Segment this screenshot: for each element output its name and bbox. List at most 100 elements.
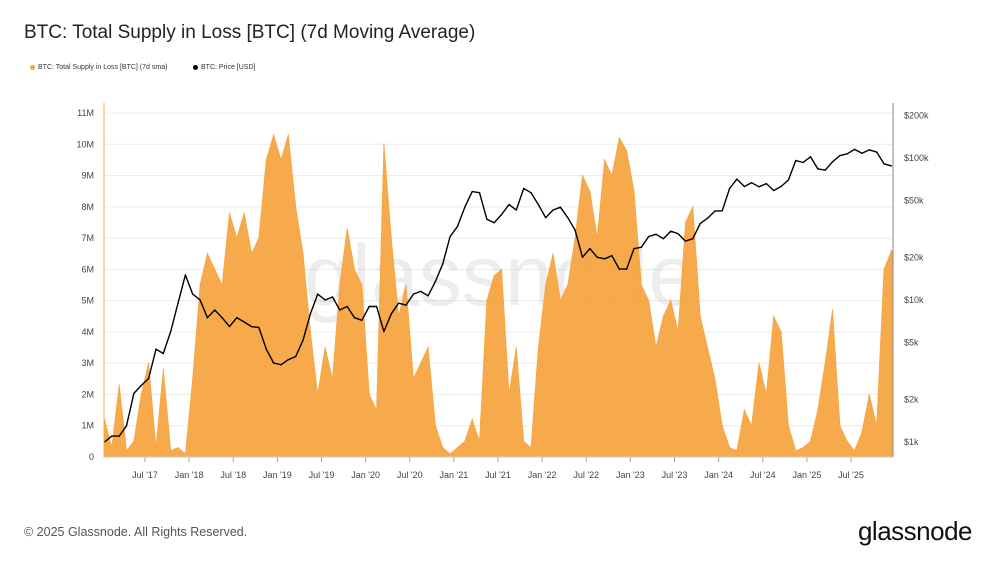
supply-point xyxy=(699,315,701,317)
price-point xyxy=(802,161,804,164)
supply-point xyxy=(824,362,826,364)
legend-label: BTC: Total Supply in Loss [BTC] (7d sma) xyxy=(38,64,168,71)
supply-point xyxy=(228,212,231,214)
supply-point xyxy=(802,447,804,449)
price-point xyxy=(434,280,437,283)
price-point xyxy=(699,222,701,225)
y-left-tick-label: 9M xyxy=(81,171,94,181)
y-left-tick-label: 6M xyxy=(81,264,94,274)
price-point xyxy=(758,186,760,188)
price-point xyxy=(640,246,643,249)
price-point xyxy=(184,274,187,276)
supply-point xyxy=(684,221,687,224)
y-left-tick-label: 7M xyxy=(81,233,94,243)
supply-point xyxy=(361,284,363,286)
x-tick-label: Jan '21 xyxy=(440,470,469,480)
supply-point xyxy=(118,384,120,386)
y-left-tick-label: 11M xyxy=(77,108,94,118)
x-tick-label: Jan '23 xyxy=(616,470,645,480)
supply-point xyxy=(728,447,731,449)
price-point xyxy=(662,238,665,240)
price-point xyxy=(420,290,422,293)
price-point xyxy=(140,384,142,387)
supply-point xyxy=(574,237,576,239)
supply-point xyxy=(302,253,304,255)
supply-point xyxy=(199,284,201,286)
legend-item-supply[interactable]: BTC: Total Supply in Loss [BTC] (7d sma) xyxy=(30,64,167,71)
price-point xyxy=(861,152,863,154)
y-left-tick-label: 0 xyxy=(89,452,94,462)
price-point xyxy=(368,305,370,308)
supply-point xyxy=(398,315,400,317)
y-left-tick-label: 2M xyxy=(81,389,94,399)
supply-point xyxy=(640,284,642,286)
y-left-tick-label: 5M xyxy=(81,296,94,306)
y-right-tick-label: $1k xyxy=(904,437,919,447)
price-point xyxy=(625,268,628,270)
price-point xyxy=(199,299,201,301)
price-point xyxy=(670,230,672,232)
supply-point xyxy=(427,346,429,349)
price-point xyxy=(243,321,245,323)
y-left-tick-label: 8M xyxy=(81,202,94,212)
price-point xyxy=(317,293,319,295)
supply-point xyxy=(861,431,863,433)
price-point xyxy=(567,216,569,219)
price-point xyxy=(147,377,150,380)
price-point xyxy=(133,392,135,395)
supply-point xyxy=(706,346,709,349)
supply-point xyxy=(449,453,451,455)
price-point xyxy=(346,305,348,308)
legend-item-price[interactable]: BTC: Price [USD] xyxy=(193,64,255,71)
supply-point xyxy=(140,393,142,396)
price-point xyxy=(390,313,392,315)
supply-point xyxy=(721,425,723,427)
y-right-tick-label: $100k xyxy=(904,153,929,163)
x-tick-label: Jul '23 xyxy=(662,470,688,480)
supply-point xyxy=(846,440,848,442)
price-point xyxy=(736,178,738,180)
price-point xyxy=(478,191,481,194)
glassnode-logo[interactable]: glassnode xyxy=(857,516,973,546)
price-point xyxy=(206,317,209,319)
price-point xyxy=(361,319,363,321)
price-point xyxy=(250,325,253,328)
supply-point xyxy=(214,268,216,270)
supply-point xyxy=(287,134,289,136)
price-point xyxy=(508,203,510,206)
price-point xyxy=(427,295,429,297)
price-point xyxy=(853,148,856,151)
y-right-tick-label: $20k xyxy=(904,252,924,262)
price-point xyxy=(559,206,562,208)
price-point xyxy=(728,187,731,190)
x-tick-label: Jan '18 xyxy=(175,470,204,480)
supply-point xyxy=(170,450,172,452)
price-point xyxy=(890,165,893,167)
price-point xyxy=(125,425,128,427)
price-point xyxy=(530,191,532,194)
price-point xyxy=(868,149,871,151)
supply-point xyxy=(883,268,885,270)
price-point xyxy=(692,238,694,240)
supply-point xyxy=(192,378,194,380)
supply-point xyxy=(677,331,679,333)
x-tick-label: Jul '22 xyxy=(573,470,599,480)
supply-point xyxy=(817,409,819,411)
supply-point xyxy=(317,393,319,396)
supply-point xyxy=(390,237,392,239)
price-point xyxy=(265,348,267,350)
x-tick-label: Jul '24 xyxy=(750,470,776,480)
supply-point xyxy=(412,378,414,380)
price-point xyxy=(824,169,826,171)
supply-point xyxy=(787,425,790,427)
x-tick-label: Jan '20 xyxy=(351,470,380,480)
price-point xyxy=(750,181,753,184)
supply-point xyxy=(559,300,562,302)
x-tick-label: Jul '17 xyxy=(132,470,158,480)
y-left-tick-label: 1M xyxy=(81,421,94,431)
price-point xyxy=(773,189,775,192)
supply-point xyxy=(375,409,378,411)
supply-point xyxy=(133,440,135,442)
y-right-tick-label: $2k xyxy=(904,394,919,404)
price-point xyxy=(574,229,576,231)
